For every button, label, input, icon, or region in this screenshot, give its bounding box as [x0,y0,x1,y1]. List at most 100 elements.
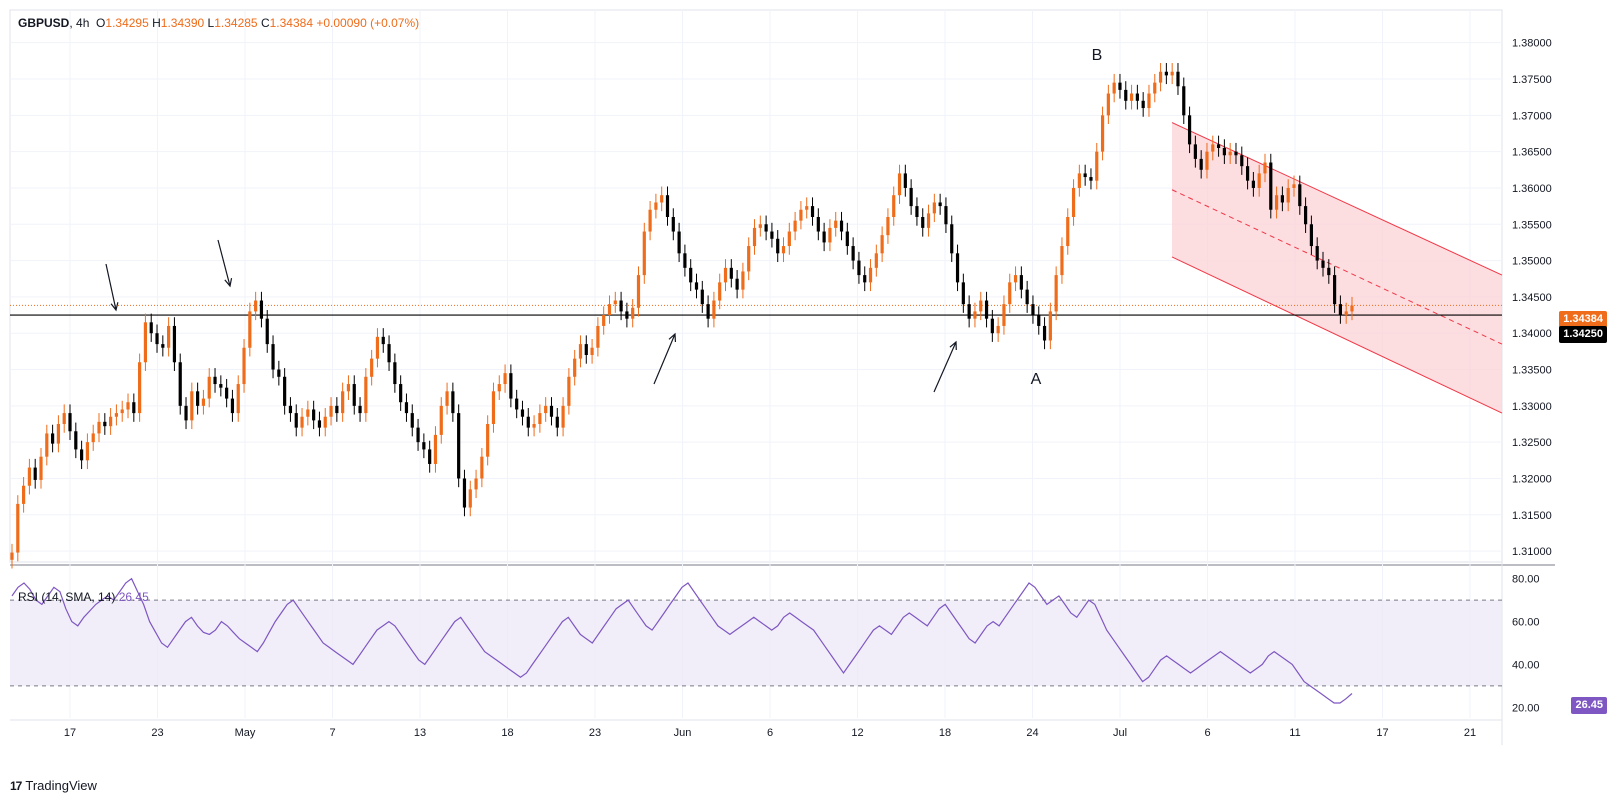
candle-body [735,278,739,290]
candle-body [288,405,293,414]
candle-body [1048,311,1052,341]
time-tick-label: Jul [1113,727,1127,739]
candle-body [828,227,832,243]
tradingview-logo-icon: 17 [10,778,22,793]
candle-body [532,424,536,428]
interval[interactable]: 4h [76,16,90,30]
candle-body [428,449,432,464]
candle-body [33,467,37,480]
candle-body [74,431,78,450]
candle-body [660,195,664,203]
candle-body [1332,275,1337,305]
price-tick-label: 1.32000 [1512,473,1552,485]
candle-body [1042,325,1047,341]
candle-body [1031,304,1035,316]
candle-body [897,173,902,196]
candle-body [1234,151,1238,156]
candle-body [602,315,606,326]
candle-body [700,289,704,305]
price-tick-label: 1.36000 [1512,183,1552,195]
candle-body [1176,71,1180,87]
candle-body [457,413,461,479]
candle-body [271,344,275,370]
candle-body [91,433,95,443]
symbol-name[interactable]: GBPUSD [18,16,70,30]
tradingview-logo[interactable]: 17 TradingView [10,778,97,793]
candle-body [787,231,791,247]
candle-body [22,485,26,504]
candle-body [329,405,333,417]
candle-body [729,267,733,279]
candle-body [445,391,449,406]
candle-body [10,552,14,560]
candle-body [979,300,983,312]
high-label: H [152,16,161,30]
candle-body [1129,93,1134,101]
candle-body [1240,155,1244,167]
candle-body [515,398,519,410]
candle-body [1269,162,1273,210]
candle-body [851,246,855,261]
channel-upper-line [1171,122,1503,276]
candle-body [955,253,960,283]
open-label: O [96,16,106,30]
candle-body [497,384,501,392]
candle-body [619,300,623,312]
low-label: L [207,16,215,30]
candle-body [892,195,896,217]
candle-body [834,220,838,228]
candle-body [1106,93,1110,116]
candle-body [132,402,136,414]
candle-body [584,344,588,355]
candles [10,63,1354,569]
candle-body [770,231,774,239]
candle-body [1182,86,1186,116]
candle-body [335,405,339,414]
candle-body [839,220,844,232]
candle-body [190,391,194,421]
candle-body [27,467,32,486]
candle-body [486,424,490,457]
candle-body [712,300,716,319]
candle-body [1193,144,1197,159]
candle-body [97,421,101,434]
rsi-band [10,600,1502,686]
candle-body [1321,260,1325,268]
candle-body [1187,115,1192,145]
candle-body [752,227,757,247]
candle-body [1089,177,1093,181]
rsi-label[interactable]: RSI (14, SMA, 14) [18,590,116,604]
candle-body [422,442,426,450]
candle-body [230,398,235,414]
candle-body [526,416,530,428]
candle-body [590,347,594,355]
candle-body [39,456,43,480]
candle-body [1309,224,1313,247]
rsi-value: 26.45 [118,590,149,604]
candle-body [1141,100,1145,109]
candle-body [810,206,815,217]
candle-body [306,409,310,417]
candle-body [764,224,768,232]
time-tick-label: May [235,727,256,739]
price-tick-label: 1.36500 [1512,147,1552,159]
candle-body [1008,282,1012,305]
candle-body [1292,184,1296,188]
candle-body [573,358,577,377]
candle-body [1100,115,1105,152]
candle-body [1025,289,1029,305]
candle-body [1054,275,1058,312]
rsi-tick-label: 20.00 [1512,702,1540,714]
candle-body [149,322,153,334]
channel-lower-line [1171,256,1503,414]
price-tick-label: 1.32500 [1512,437,1552,449]
wave-label-b: B [1092,47,1103,64]
price-tick-label: 1.34000 [1512,328,1552,340]
candle-body [225,387,229,399]
candle-body [393,362,397,385]
candle-body [1222,148,1226,156]
candle-body [1298,184,1302,207]
candle-body [1037,315,1041,326]
candle-body [631,307,635,319]
